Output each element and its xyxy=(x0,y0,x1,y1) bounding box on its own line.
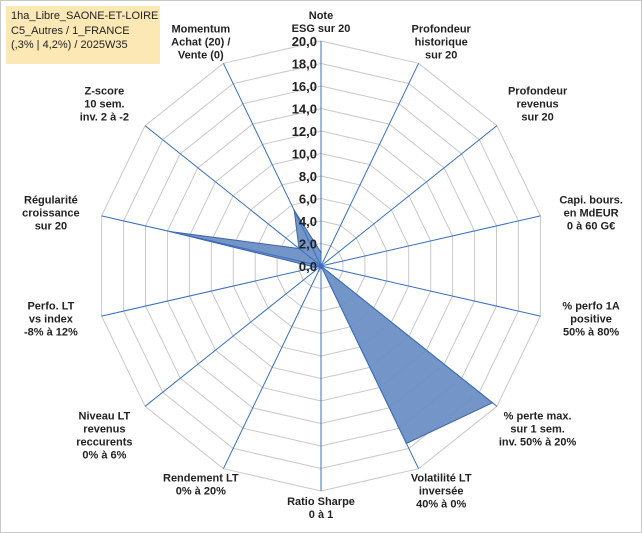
category-label: Capi. bours. en MdEUR 0 à 60 G€ xyxy=(559,194,623,232)
axis-spoke xyxy=(320,265,498,407)
axis-spoke xyxy=(222,265,322,469)
tick-label: 14,0 xyxy=(292,102,317,117)
axis-spoke xyxy=(320,265,541,317)
info-line-1: 1ha_Libre_SAONE-ET-LOIRE xyxy=(11,10,159,22)
category-label: Niveau LT revenus reccurents 0% à 6% xyxy=(76,410,132,461)
axis-spoke xyxy=(222,63,322,267)
category-label: Perfo. LT vs index -8% à 12% xyxy=(24,301,78,339)
axis-spoke xyxy=(320,125,498,267)
tick-label: 20,0 xyxy=(292,34,317,49)
axis-spoke xyxy=(144,265,322,407)
info-line-3: (,3% | 4,2%) / 2025W35 xyxy=(11,39,128,51)
tick-label: 6,0 xyxy=(299,192,317,207)
category-label: Momentum Achat (20) / Vente (0) xyxy=(171,23,230,61)
tick-label: 2,0 xyxy=(299,237,317,252)
axis-spoke xyxy=(101,215,322,267)
axis-spoke xyxy=(320,63,420,267)
tick-label: 8,0 xyxy=(299,169,317,184)
tick-label: 18,0 xyxy=(292,57,317,72)
tick-label: 10,0 xyxy=(292,147,317,162)
category-label: % perte max. sur 1 sem. inv. 50% à 20% xyxy=(499,410,577,448)
tick-layer: 0,0 2,0 4,0 6,0 8,0 10,0 12,0 14,0 16,0 18,0 20,0 xyxy=(292,34,317,274)
axis-spoke xyxy=(320,215,541,267)
axis-spoke xyxy=(101,265,322,317)
spoke-layer xyxy=(101,41,541,491)
category-label: Rendement LT 0% à 20% xyxy=(163,473,239,498)
tick-label: 12,0 xyxy=(292,124,317,139)
tick-label: 4,0 xyxy=(299,214,317,229)
axis-spoke xyxy=(320,265,420,469)
info-line-2: C5_Autres / 1_FRANCE xyxy=(11,24,130,37)
info-box: 1ha_Libre_SAONE-ET-LOIRE C5_Autres / 1_F… xyxy=(6,6,160,64)
tick-label: 0,0 xyxy=(299,259,317,274)
axis-spoke xyxy=(144,125,322,267)
category-label: Note ESG sur 20 xyxy=(292,10,351,35)
category-label: Profondeur revenus sur 20 xyxy=(508,86,568,124)
label-layer: Note ESG sur 20 Profondeur historique sur 20… xyxy=(22,10,623,521)
tick-label: 16,0 xyxy=(292,79,317,94)
category-label: Volatilité LT inversée 40% à 0% xyxy=(411,473,472,511)
category-label: % perfo 1A positive 50% à 80% xyxy=(562,301,620,339)
category-label: Z-score 10 sem. inv. 2 à -2 xyxy=(80,86,129,124)
category-label: Ratio Sharpe 0 à 1 xyxy=(287,496,355,521)
category-label: Profondeur historique sur 20 xyxy=(412,23,472,61)
category-label: Régularité croissance sur 20 xyxy=(22,194,79,232)
